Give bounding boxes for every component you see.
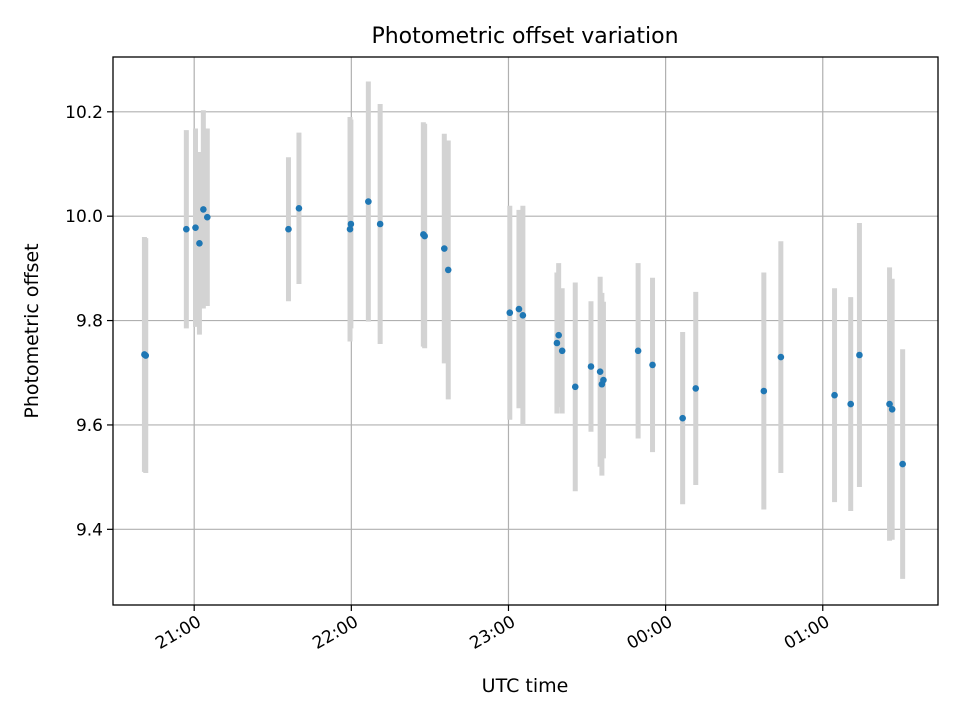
data-point [847, 400, 854, 408]
data-point [365, 198, 372, 205]
data-point [571, 383, 579, 391]
data-point [200, 206, 207, 213]
y-tick-label: 10.0 [65, 207, 103, 227]
x-axis-label: UTC time [482, 675, 569, 697]
data-point [347, 220, 355, 228]
data-point [777, 353, 785, 361]
data-point [558, 347, 566, 355]
data-point [295, 205, 303, 212]
data-point [376, 220, 384, 228]
plot-frame [112, 56, 939, 606]
y-tick-label: 9.4 [76, 520, 103, 540]
data-point [555, 331, 562, 339]
data-point [692, 385, 700, 392]
data-point [183, 225, 190, 233]
data-point [196, 240, 203, 247]
y-tick-label: 9.8 [76, 312, 103, 332]
y-axis-label: Photometric offset [21, 243, 43, 418]
data-point [679, 414, 686, 422]
data-point [285, 225, 292, 233]
data-point [444, 266, 452, 274]
data-point [346, 225, 354, 233]
y-tick-label: 10.2 [65, 103, 103, 123]
data-point [649, 361, 656, 369]
data-point [421, 232, 428, 240]
data-point [142, 352, 150, 359]
data-point [515, 305, 523, 313]
data-point [888, 405, 896, 413]
data-point [587, 363, 595, 370]
data-point [856, 351, 863, 359]
data-point [600, 376, 607, 384]
data-point [831, 391, 838, 399]
data-point [596, 368, 604, 376]
data-point [192, 224, 199, 231]
data-point [506, 309, 514, 317]
chart-title: Photometric offset variation [371, 24, 678, 49]
data-point [899, 460, 906, 468]
data-points [141, 198, 906, 468]
y-tick-label: 9.6 [76, 416, 103, 436]
data-point [203, 213, 211, 221]
data-point [886, 400, 893, 408]
data-point [519, 312, 527, 319]
y-axis-ticks: 9.4 9.6 9.8 10.0 10.2 [65, 103, 113, 540]
data-point [760, 387, 768, 395]
data-point [634, 347, 642, 355]
data-point [441, 245, 448, 252]
data-point [553, 339, 561, 347]
